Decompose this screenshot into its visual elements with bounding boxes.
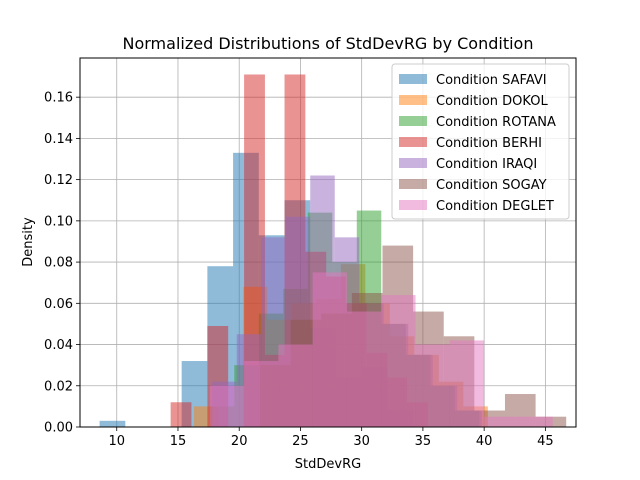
y-tick-label: 0.08: [44, 256, 73, 271]
histogram-bar: [99, 420, 126, 427]
series-condition-deglet: [209, 272, 553, 427]
histogram-bar: [415, 344, 450, 427]
y-tick-label: 0.04: [44, 338, 73, 353]
x-tick-label: 30: [353, 434, 370, 449]
histogram-bar: [170, 402, 192, 427]
legend-swatch: [399, 116, 427, 126]
x-tick-label: 25: [292, 434, 309, 449]
legend-swatch: [399, 137, 427, 147]
legend-swatch: [399, 158, 427, 168]
chart-title: Normalized Distributions of StdDevRG by …: [123, 34, 534, 53]
legend-swatch: [399, 74, 427, 84]
x-tick-label: 15: [170, 434, 187, 449]
histogram-bar: [312, 272, 347, 427]
x-tick-label: 10: [108, 434, 125, 449]
y-tick-label: 0.16: [44, 91, 73, 106]
y-tick-label: 0.00: [44, 421, 73, 436]
legend-swatch: [399, 200, 427, 210]
legend: Condition SAFAVI Condition DOKOL Condition…: [391, 63, 570, 220]
legend-label: Condition DEGLET: [436, 199, 554, 214]
histogram-bar: [484, 416, 519, 427]
x-tick-label: 20: [231, 434, 248, 449]
histogram-bar: [346, 311, 382, 427]
axis-ticks: 10 15 20 25 30 35 40 45 0.00 0.02 0.04 0.06 0.08 0.10…: [44, 91, 554, 449]
plot-frame: [79, 57, 577, 428]
histogram-bar: [278, 344, 313, 427]
x-tick-label: 35: [415, 434, 432, 449]
y-tick-label: 0.06: [44, 297, 73, 312]
histogram-bar: [381, 295, 416, 427]
legend-label: Condition BERHI: [436, 136, 542, 151]
x-axis-label: StdDevRG: [295, 457, 361, 472]
legend-swatch: [399, 179, 427, 189]
y-axis-label: Density: [21, 217, 36, 267]
y-tick-label: 0.12: [44, 173, 73, 188]
histogram-bars: [99, 74, 567, 427]
legend-label: Condition SAFAVI: [436, 73, 547, 88]
y-tick-label: 0.14: [44, 132, 73, 147]
y-tick-label: 0.02: [44, 379, 73, 394]
x-tick-label: 40: [476, 434, 493, 449]
x-tick-label: 45: [537, 434, 554, 449]
legend-box: [391, 63, 570, 220]
y-tick-label: 0.10: [44, 214, 73, 229]
histogram-bar: [209, 385, 245, 427]
histogram-bar: [449, 340, 485, 427]
legend-label: Condition ROTANA: [436, 115, 556, 130]
legend-swatch: [399, 95, 427, 105]
histogram-bar: [244, 361, 279, 427]
legend-label: Condition DOKOL: [436, 94, 548, 109]
legend-label: Condition SOGAY: [436, 178, 547, 193]
histogram-bar: [518, 416, 553, 427]
legend-label: Condition IRAQI: [436, 157, 537, 172]
